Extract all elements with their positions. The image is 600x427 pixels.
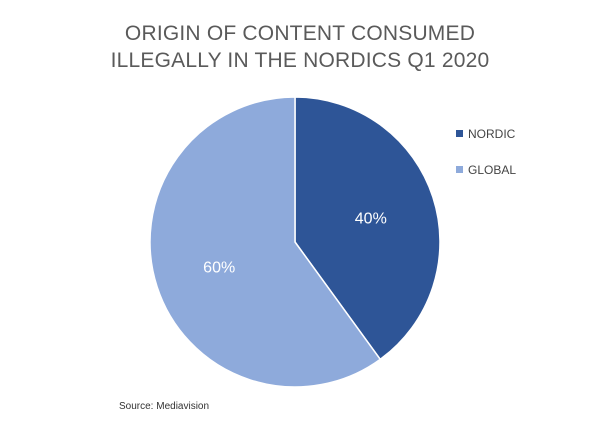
slice-label-nordic: 40% xyxy=(355,210,387,227)
pie-slices xyxy=(149,96,441,388)
legend-swatch-global xyxy=(456,166,463,173)
source-note: Source: Mediavision xyxy=(119,401,210,412)
chart-title: ORIGIN OF CONTENT CONSUMED ILLEGALLY IN … xyxy=(0,20,600,74)
slice-label-global: 60% xyxy=(203,260,235,277)
legend-label-global: GLOBAL xyxy=(468,163,516,177)
pie-slice-nordic xyxy=(294,96,441,361)
chart-legend: NORDIC GLOBAL xyxy=(456,127,516,177)
pie-slice-global xyxy=(149,96,382,388)
legend-swatch-nordic xyxy=(456,130,463,137)
pie-slice-labels: 40% 60% xyxy=(203,210,387,276)
chart-title-line-1: ORIGIN OF CONTENT CONSUMED xyxy=(124,22,476,45)
chart-title-line-2: ILLEGALLY IN THE NORDICS Q1 2020 xyxy=(110,49,490,72)
legend-label-nordic: NORDIC xyxy=(468,127,516,141)
